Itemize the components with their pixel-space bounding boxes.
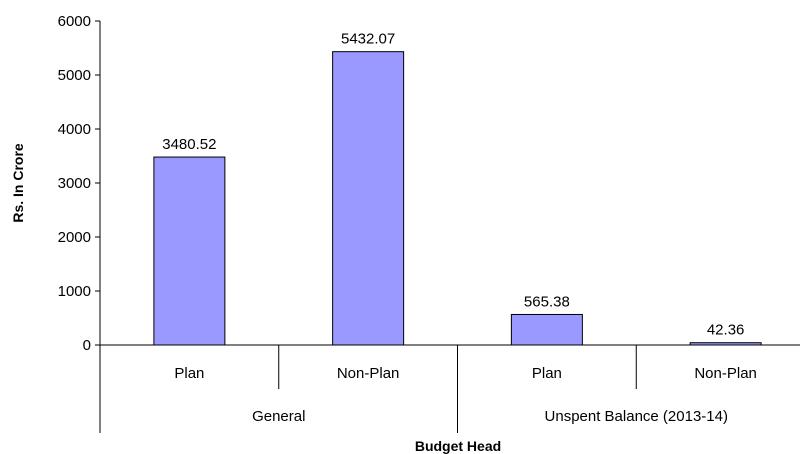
data-labels: 3480.52 5432.07 565.38 42.36 [162, 31, 744, 339]
y-axis-title: Rs. In Crore [10, 143, 26, 223]
x-category-label: Plan [174, 365, 204, 382]
x-axis: Plan Non-Plan Plan Non-Plan General Unspent B… [99, 344, 800, 433]
x-axis-title: Budget Head [415, 438, 501, 454]
x-group-label: Unspent Balance (2013-14) [545, 408, 728, 425]
y-tick-label: 0 [83, 337, 91, 354]
data-label: 565.38 [524, 293, 570, 310]
x-category-label: Non-Plan [694, 365, 757, 382]
y-tick-label: 4000 [58, 121, 91, 138]
x-category-label: Non-Plan [337, 365, 400, 382]
y-tick-label: 3000 [58, 175, 91, 192]
y-axis: 0 1000 2000 3000 4000 5000 6000 [58, 13, 101, 354]
data-label: 5432.07 [341, 31, 395, 48]
bar [332, 51, 405, 346]
bar [510, 313, 583, 346]
x-category-label: Plan [532, 365, 562, 382]
data-label: 3480.52 [162, 136, 216, 153]
y-tick-label: 2000 [58, 229, 91, 246]
bars [153, 51, 762, 346]
y-tick-label: 1000 [58, 283, 91, 300]
y-tick-label: 6000 [58, 13, 91, 30]
x-group-label: General [252, 408, 305, 425]
bar [153, 156, 226, 346]
data-label: 42.36 [707, 322, 745, 339]
y-tick-label: 5000 [58, 67, 91, 84]
